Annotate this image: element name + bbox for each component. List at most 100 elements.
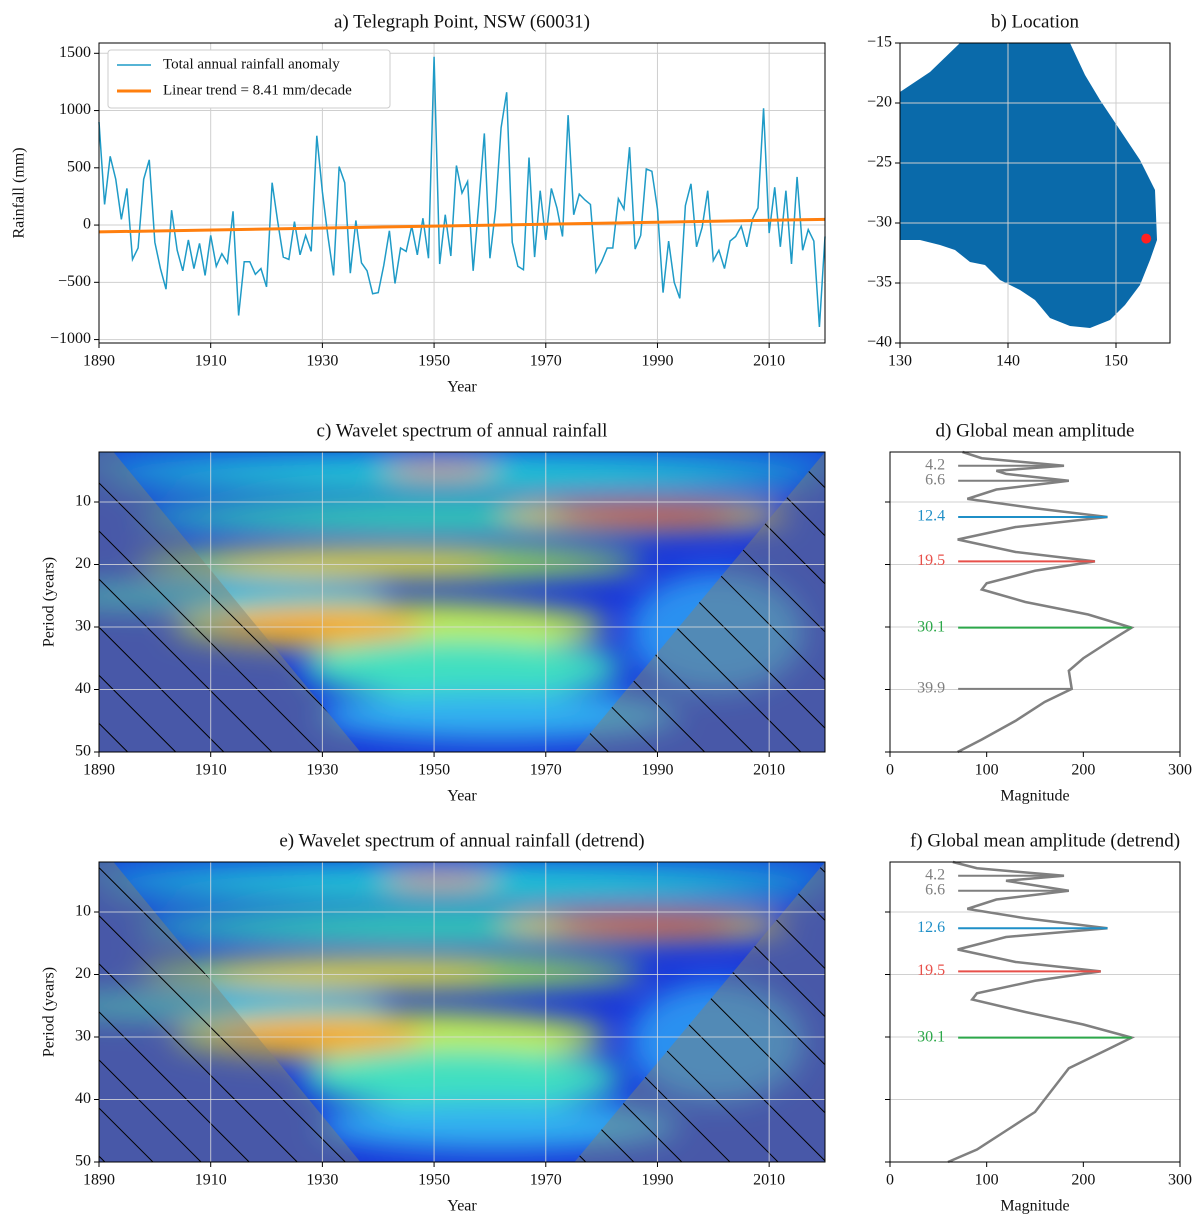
peak-label: 19.5: [917, 552, 945, 569]
chart-title: f) Global mean amplitude (detrend): [910, 830, 1180, 851]
cone-hatch: [574, 862, 825, 1162]
legend-label: Total annual rainfall anomaly: [163, 56, 340, 72]
y-tick-label: 40: [75, 680, 91, 697]
x-tick-label: 1930: [306, 762, 338, 779]
x-tick-label: 0: [886, 1172, 894, 1189]
y-tick-label: 40: [75, 1090, 91, 1107]
y-tick-label: −40: [867, 334, 892, 351]
x-tick-label: 1910: [195, 1172, 227, 1189]
legend-label: Linear trend = 8.41 mm/decade: [163, 82, 352, 98]
x-tick-label: 150: [1104, 353, 1128, 370]
heat-blob: [316, 1102, 680, 1150]
heat-blob: [99, 471, 825, 493]
cone-hatch: [99, 862, 361, 1162]
x-tick-label: 1950: [418, 353, 450, 370]
heat-blob: [207, 552, 499, 574]
x-tick-label: 1990: [641, 762, 673, 779]
heat-blob: [302, 1048, 622, 1108]
x-tick-label: 1970: [530, 1172, 562, 1189]
legend-box: [107, 49, 391, 109]
y-tick-label: 50: [75, 743, 91, 760]
x-tick-label: 2010: [753, 762, 785, 779]
heatmap: [99, 452, 825, 752]
y-tick-label: 500: [67, 158, 91, 175]
x-tick-label: 1910: [195, 353, 227, 370]
y-tick-label: 10: [75, 493, 91, 510]
series-line: [98, 56, 826, 328]
x-axis-label: Year: [447, 1198, 477, 1215]
plot-frame: [98, 861, 826, 1163]
x-tick-label: 200: [1071, 1172, 1095, 1189]
x-tick-label: 1890: [83, 762, 115, 779]
chart-title: d) Global mean amplitude: [936, 420, 1135, 441]
x-axis-label: Year: [447, 788, 477, 805]
heat-blob: [207, 962, 499, 984]
peak-label: 30.1: [917, 1028, 945, 1045]
x-tick-label: 1930: [306, 353, 338, 370]
y-tick-label: 1000: [59, 101, 91, 118]
x-tick-label: 1990: [641, 353, 673, 370]
y-tick-label: 30: [75, 1028, 91, 1045]
peak-label: 19.5: [917, 962, 945, 979]
y-tick-label: 50: [75, 1153, 91, 1170]
x-tick-label: 1950: [418, 762, 450, 779]
heat-blob: [549, 916, 738, 934]
chart-title: a) Telegraph Point, NSW (60031): [334, 11, 590, 32]
heat-blob: [316, 692, 680, 740]
heat-blob: [302, 638, 622, 698]
x-tick-label: 300: [1168, 1172, 1192, 1189]
x-tick-label: 130: [888, 353, 912, 370]
x-tick-label: 1930: [306, 1172, 338, 1189]
x-axis-label: Magnitude: [1000, 788, 1069, 805]
y-tick-label: 0: [83, 216, 91, 233]
y-axis-label: Period (years): [41, 967, 58, 1057]
australia: [900, 43, 1157, 328]
x-tick-label: 2010: [753, 1172, 785, 1189]
cone-hatch: [99, 452, 361, 752]
peak-label: 4.2: [925, 866, 945, 883]
chart-title: c) Wavelet spectrum of annual rainfall: [317, 420, 608, 441]
y-tick-label: 10: [75, 903, 91, 920]
y-axis-label: Rainfall (mm): [11, 147, 28, 238]
heat-blob: [549, 506, 738, 524]
heatmap: [99, 862, 825, 1162]
y-tick-label: 1500: [59, 44, 91, 61]
peak-label: 12.6: [917, 919, 945, 936]
plot-frame: [98, 42, 826, 344]
heat-blob: [99, 862, 825, 880]
y-tick-label: −35: [867, 274, 892, 291]
x-tick-label: 200: [1071, 762, 1095, 779]
amplitude-curve: [947, 860, 1136, 1164]
x-tick-label: 0: [886, 762, 894, 779]
x-axis-label: Year: [447, 379, 477, 396]
peak-label: 39.9: [917, 680, 945, 697]
y-axis-label: Period (years): [41, 557, 58, 647]
peak-label: 6.6: [925, 471, 945, 488]
amplitude-curve: [957, 450, 1135, 754]
cone-hatch: [574, 452, 825, 752]
x-tick-label: 1950: [418, 1172, 450, 1189]
heat-blob: [99, 452, 825, 470]
x-tick-label: 1890: [83, 1172, 115, 1189]
peak-label: 6.6: [925, 881, 945, 898]
heat-blob: [382, 464, 499, 476]
y-tick-label: −25: [867, 154, 892, 171]
y-tick-label: −20: [867, 94, 892, 111]
plot-frame: [899, 42, 1171, 344]
peak-label: 30.1: [917, 618, 945, 635]
y-tick-label: −500: [58, 273, 91, 290]
heat-blobs: [99, 862, 825, 1150]
heat-blob: [382, 874, 499, 886]
x-tick-label: 1990: [641, 1172, 673, 1189]
y-tick-label: 20: [75, 555, 91, 572]
x-tick-label: 1970: [530, 762, 562, 779]
chart-title: b) Location: [991, 11, 1080, 32]
x-axis-label: Magnitude: [1000, 1198, 1069, 1215]
location-point: [1141, 233, 1152, 244]
plot-frame: [98, 451, 826, 753]
x-tick-label: 1970: [530, 353, 562, 370]
y-tick-label: −30: [867, 214, 892, 231]
plot-frame: [889, 451, 1181, 753]
